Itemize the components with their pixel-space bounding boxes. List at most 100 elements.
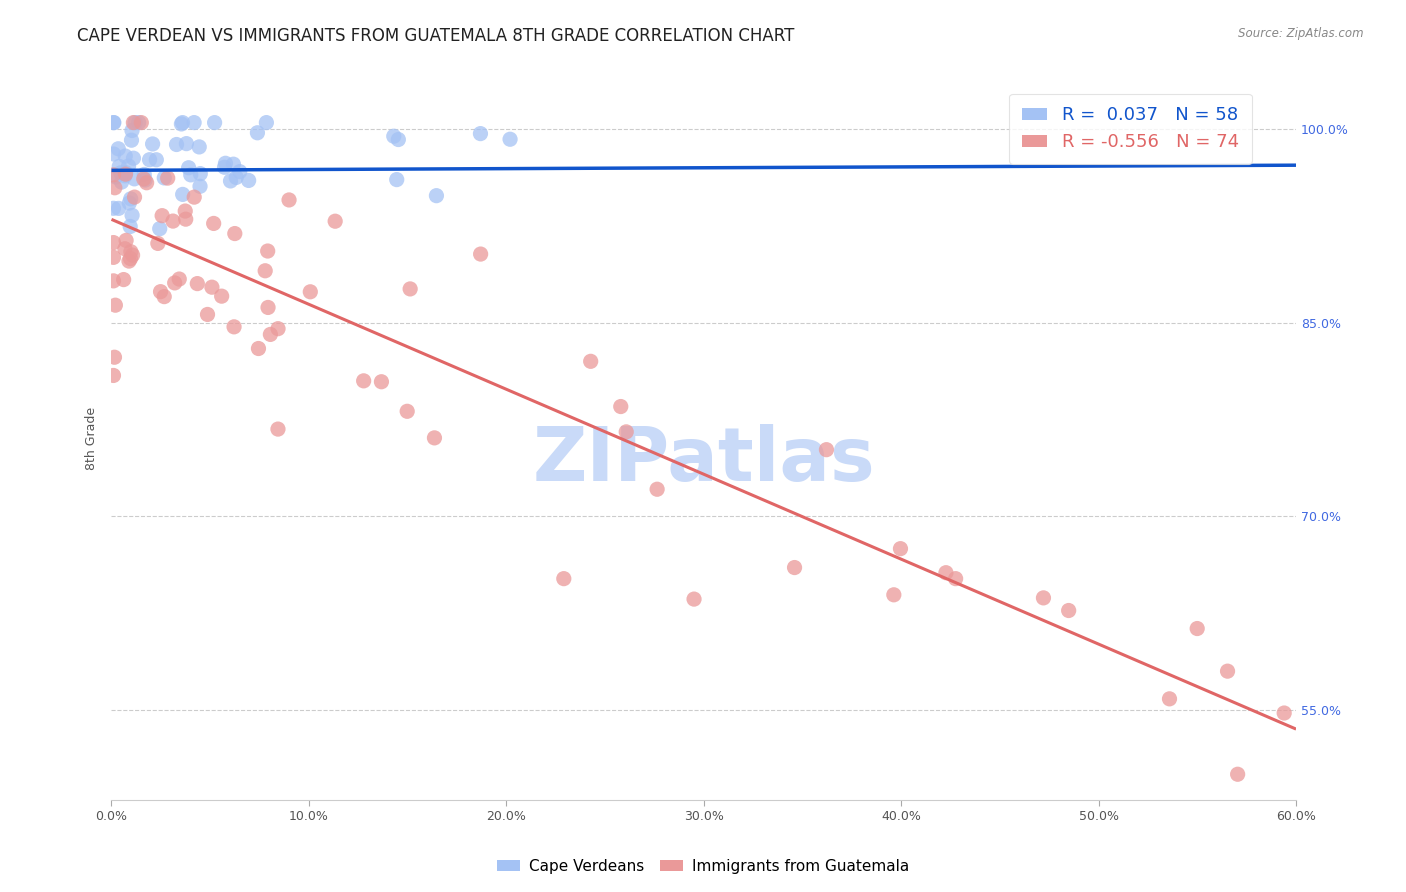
Point <box>121 208 143 222</box>
Point <box>142 136 165 151</box>
Point <box>131 115 153 129</box>
Point <box>118 254 141 268</box>
Point <box>353 374 375 388</box>
Point <box>103 147 125 161</box>
Point <box>254 264 277 278</box>
Point <box>238 173 260 187</box>
Point <box>1216 664 1239 678</box>
Legend: R =  0.037   N = 58, R = -0.556   N = 74: R = 0.037 N = 58, R = -0.556 N = 74 <box>1010 94 1251 164</box>
Point <box>382 129 405 144</box>
Point <box>121 248 143 262</box>
Point <box>162 214 184 228</box>
Point <box>201 280 224 294</box>
Point <box>683 592 706 607</box>
Point <box>120 244 142 259</box>
Point <box>257 301 280 315</box>
Point <box>114 169 136 183</box>
Point <box>110 166 132 180</box>
Point <box>103 235 125 250</box>
Point <box>470 247 492 261</box>
Point <box>385 172 408 186</box>
Point <box>176 136 198 151</box>
Point <box>150 209 173 223</box>
Point <box>229 164 252 178</box>
Point <box>103 115 125 129</box>
Point <box>156 171 179 186</box>
Point <box>370 375 392 389</box>
Point <box>112 272 135 286</box>
Point <box>222 157 245 171</box>
Point <box>214 156 236 170</box>
Text: ZIPatlas: ZIPatlas <box>533 424 875 497</box>
Point <box>188 167 211 181</box>
Point <box>256 244 278 258</box>
Point <box>180 168 202 182</box>
Point <box>645 482 668 496</box>
Point <box>323 214 346 228</box>
Y-axis label: 8th Grade: 8th Grade <box>86 407 98 470</box>
Point <box>259 327 281 342</box>
Point <box>170 117 193 131</box>
Point <box>115 233 138 247</box>
Point <box>114 149 136 163</box>
Point <box>120 192 142 206</box>
Point <box>188 140 211 154</box>
Point <box>110 175 132 189</box>
Point <box>267 321 290 335</box>
Point <box>423 431 446 445</box>
Text: CAPE VERDEAN VS IMMIGRANTS FROM GUATEMALA 8TH GRADE CORRELATION CHART: CAPE VERDEAN VS IMMIGRANTS FROM GUATEMAL… <box>77 27 794 45</box>
Point <box>167 272 190 286</box>
Point <box>172 187 194 202</box>
Point <box>254 115 277 129</box>
Point <box>222 319 245 334</box>
Point <box>815 442 838 457</box>
Point <box>134 173 156 187</box>
Point <box>1185 622 1208 636</box>
Point <box>146 236 169 251</box>
Point <box>183 190 205 204</box>
Point <box>246 126 269 140</box>
Point <box>120 252 142 266</box>
Point <box>225 170 247 185</box>
Legend: Cape Verdeans, Immigrants from Guatemala: Cape Verdeans, Immigrants from Guatemala <box>491 853 915 880</box>
Point <box>118 196 141 211</box>
Point <box>117 159 139 173</box>
Point <box>163 276 186 290</box>
Point <box>135 176 157 190</box>
Point <box>579 354 602 368</box>
Point <box>153 170 176 185</box>
Point <box>149 221 172 235</box>
Point <box>387 132 409 146</box>
Point <box>1159 691 1181 706</box>
Point <box>219 174 242 188</box>
Point <box>935 566 957 580</box>
Point <box>470 127 492 141</box>
Point <box>183 115 205 129</box>
Point <box>1032 591 1054 605</box>
Point <box>104 298 127 312</box>
Point <box>103 274 125 288</box>
Point <box>153 290 176 304</box>
Point <box>204 115 226 129</box>
Point <box>122 151 145 165</box>
Point <box>124 115 146 129</box>
Point <box>399 282 422 296</box>
Point <box>122 115 145 129</box>
Point <box>134 168 156 182</box>
Point <box>211 289 233 303</box>
Point <box>103 251 125 265</box>
Point <box>114 167 136 181</box>
Point <box>114 242 136 256</box>
Point <box>145 153 167 167</box>
Point <box>614 425 637 439</box>
Point <box>224 227 246 241</box>
Point <box>247 342 270 356</box>
Point <box>172 115 194 129</box>
Point <box>299 285 322 299</box>
Point <box>174 204 197 219</box>
Point <box>214 160 236 174</box>
Point <box>553 572 575 586</box>
Point <box>610 400 633 414</box>
Point <box>425 188 447 202</box>
Point <box>396 404 419 418</box>
